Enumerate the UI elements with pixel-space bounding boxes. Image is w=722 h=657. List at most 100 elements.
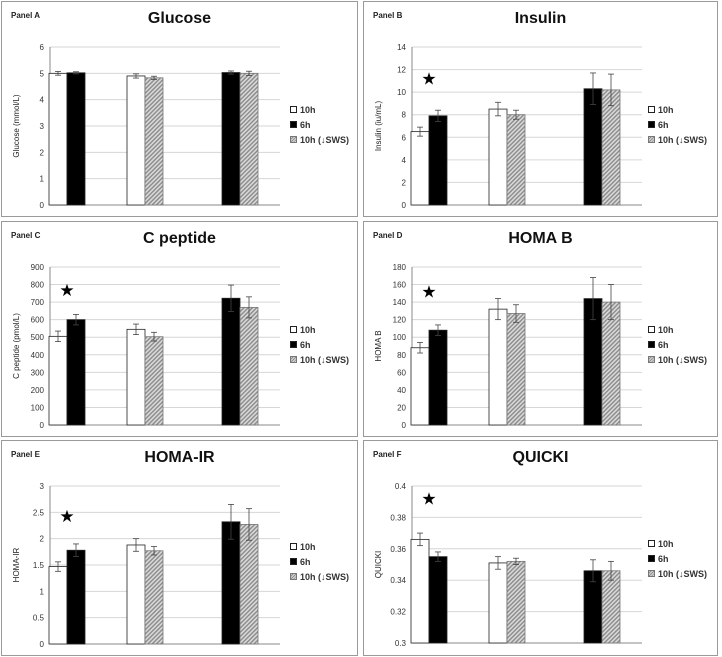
legend-label: 10h xyxy=(300,104,316,115)
bar xyxy=(66,72,86,206)
y-axis-label: HOMA B xyxy=(374,330,383,361)
legend: 10h 6h 10h (↓SWS) xyxy=(290,539,349,584)
y-axis-label: Insulin (iu/mL) xyxy=(374,101,383,152)
tick-label: 6 xyxy=(402,133,407,142)
tick-label: 8 xyxy=(402,111,407,120)
significance-star: ★ xyxy=(421,70,436,89)
tick-label: 4 xyxy=(402,156,407,165)
tick-label: 2.5 xyxy=(33,508,45,517)
bar xyxy=(410,347,430,426)
legend-label: 6h xyxy=(300,556,311,567)
chart-quicki: 0.3 0.32 0.34 0.36 0.38 0.4 QUICKI ★ xyxy=(374,482,642,648)
panel-quicki: 0.3 0.32 0.34 0.36 0.38 0.4 QUICKI ★ Panel F QU… xyxy=(363,440,718,656)
legend-swatch xyxy=(290,356,297,363)
tick-label: 2 xyxy=(40,535,45,544)
tick-label: 160 xyxy=(393,281,407,290)
legend-item: 10h (↓SWS) xyxy=(290,352,349,367)
tick-label: 0.36 xyxy=(390,545,406,554)
tick-label: 400 xyxy=(31,351,45,360)
bar xyxy=(428,115,448,206)
tick-label: 0.32 xyxy=(390,608,406,617)
legend-swatch xyxy=(648,121,655,128)
bar xyxy=(144,77,164,206)
tick-label: 300 xyxy=(31,368,45,377)
tick-label: 60 xyxy=(397,368,406,377)
bar xyxy=(239,72,259,206)
tick-label: 0.3 xyxy=(395,639,407,648)
legend-swatch xyxy=(648,540,655,547)
tick-label: 3 xyxy=(40,482,45,491)
tick-label: 12 xyxy=(397,66,406,75)
bar xyxy=(601,570,621,644)
significance-star: ★ xyxy=(421,283,436,302)
tick-label: 10 xyxy=(397,88,406,97)
bar xyxy=(48,335,68,426)
legend-item: 10h (↓SWS) xyxy=(290,132,349,147)
legend-swatch xyxy=(290,326,297,333)
legend-label: 10h (↓SWS) xyxy=(300,134,350,145)
legend: 10h 6h 10h (↓SWS) xyxy=(290,322,349,367)
bar xyxy=(506,114,526,206)
chart-title: C peptide xyxy=(143,230,216,247)
tick-label: 20 xyxy=(397,403,406,412)
legend-label: 10h (↓SWS) xyxy=(658,134,708,145)
chart-title: Insulin xyxy=(514,10,567,27)
bar xyxy=(601,301,621,426)
legend: 10h 6h 10h (↓SWS) xyxy=(648,322,707,367)
legend-swatch xyxy=(648,356,655,363)
tick-label: 0 xyxy=(402,201,407,210)
tick-label: 100 xyxy=(31,403,45,412)
legend-swatch xyxy=(290,136,297,143)
bar xyxy=(583,88,603,206)
panel-c-peptide: 0 100 200 300 400 500 600 700 800 900 C peptide (p… xyxy=(1,221,358,437)
tick-label: 0.5 xyxy=(33,614,45,623)
legend: 10h 6h 10h (↓SWS) xyxy=(290,102,349,147)
tick-label: 0 xyxy=(40,640,45,649)
legend-label: 10h xyxy=(300,541,316,552)
legend-item: 6h xyxy=(648,117,707,132)
chart-c-peptide: 0 100 200 300 400 500 600 700 800 900 C peptide (p… xyxy=(12,263,280,430)
tick-label: 180 xyxy=(393,263,407,272)
tick-label: 4 xyxy=(40,96,45,105)
bar xyxy=(488,108,508,206)
legend-label: 10h xyxy=(658,324,674,335)
bar xyxy=(428,556,448,644)
bar xyxy=(221,521,241,645)
tick-label: 14 xyxy=(397,43,406,52)
legend-swatch xyxy=(290,543,297,550)
legend-item: 10h xyxy=(648,322,707,337)
panel-insulin: 0 2 4 6 8 10 12 14 Insulin (iu/mL) ★ Panel B Insu… xyxy=(363,1,718,217)
legend: 10h 6h 10h (↓SWS) xyxy=(648,536,707,581)
bar xyxy=(410,131,430,206)
bar xyxy=(488,562,508,644)
legend-item: 10h xyxy=(648,102,707,117)
tick-label: 80 xyxy=(397,351,406,360)
panel-homa-b: 0 20 40 60 80 100 120 140 160 180 HOMA B ★ Panel D … xyxy=(363,221,718,437)
significance-star: ★ xyxy=(59,281,74,300)
tick-label: 6 xyxy=(40,43,45,52)
bar xyxy=(410,538,430,644)
tick-label: 2 xyxy=(402,178,407,187)
legend-swatch xyxy=(290,106,297,113)
y-axis-label: Glucose (mmol/L) xyxy=(12,94,21,157)
bar xyxy=(48,566,68,645)
legend-label: 10h (↓SWS) xyxy=(300,354,350,365)
chart-title: HOMA B xyxy=(508,230,573,247)
bar xyxy=(221,297,241,426)
tick-label: 1 xyxy=(40,587,45,596)
panel-glucose: 0 1 2 3 4 5 6 Glucose (mmol/L) Panel A Glucose … xyxy=(1,1,358,217)
tick-label: 0.4 xyxy=(395,482,407,491)
legend-swatch xyxy=(648,136,655,143)
tick-label: 120 xyxy=(393,316,407,325)
legend-label: 6h xyxy=(658,119,669,130)
legend-label: 10h xyxy=(658,104,674,115)
legend-label: 6h xyxy=(300,119,311,130)
tick-label: 700 xyxy=(31,298,45,307)
y-axis-label: QUICKI xyxy=(374,551,383,579)
chart-glucose: 0 1 2 3 4 5 6 Glucose (mmol/L) xyxy=(12,43,280,210)
tick-label: 900 xyxy=(31,263,45,272)
legend-swatch xyxy=(648,106,655,113)
legend-swatch xyxy=(290,341,297,348)
tick-label: 0 xyxy=(40,421,45,430)
legend-item: 10h (↓SWS) xyxy=(648,352,707,367)
